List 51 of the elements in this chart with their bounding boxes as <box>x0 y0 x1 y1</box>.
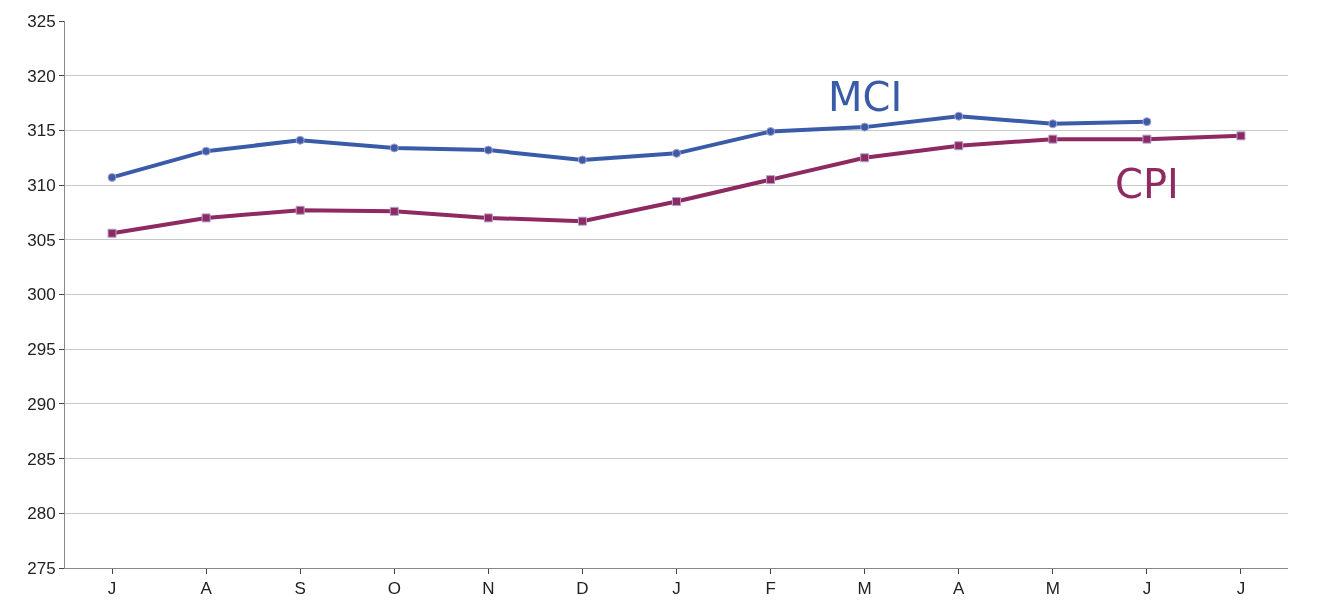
point <box>295 205 305 215</box>
x-tick-label: O <box>387 579 401 599</box>
point <box>954 141 964 151</box>
series-label: CPI <box>1115 161 1179 207</box>
point <box>1048 134 1058 144</box>
point <box>295 135 305 145</box>
point <box>1142 134 1152 144</box>
y-tick-label: 310 <box>27 176 56 196</box>
point <box>860 153 870 163</box>
x-tick-label: D <box>576 579 589 599</box>
point <box>107 228 117 238</box>
x-tick-label: M <box>857 579 872 599</box>
x-tick-label: M <box>1045 579 1060 599</box>
x-tick-label: J <box>107 579 117 599</box>
point <box>201 213 211 223</box>
point <box>577 155 587 165</box>
y-tick-label: 305 <box>27 230 56 250</box>
point <box>672 197 681 207</box>
series-label: MCI <box>828 74 903 120</box>
x-tick-label: A <box>953 579 966 599</box>
y-tick-label: 320 <box>27 66 56 86</box>
point <box>483 213 493 223</box>
point <box>1236 131 1246 141</box>
x-tick-label: F <box>765 579 776 599</box>
x-tick-label: A <box>200 579 213 599</box>
point <box>107 172 117 182</box>
point <box>672 148 681 158</box>
y-tick-label: 280 <box>27 504 56 524</box>
point <box>389 206 399 216</box>
y-tick-label: 315 <box>27 121 56 141</box>
x-tick-label: J <box>672 579 681 599</box>
point <box>1048 119 1058 129</box>
point <box>389 143 399 153</box>
point <box>766 175 776 185</box>
y-tick-label: 325 <box>27 11 56 31</box>
point <box>201 146 211 156</box>
x-tick-label: S <box>294 579 306 599</box>
point <box>860 122 870 132</box>
y-tick-label: 300 <box>27 285 56 305</box>
x-tick-label: N <box>482 579 495 599</box>
x-tick-label: J <box>1142 579 1152 599</box>
point <box>766 126 776 136</box>
x-tick-label: J <box>1236 579 1246 599</box>
point <box>1142 117 1152 127</box>
y-tick-label: 290 <box>27 394 56 414</box>
point <box>577 216 587 226</box>
point <box>954 111 964 121</box>
point <box>483 145 493 155</box>
y-tick-label: 275 <box>27 558 56 578</box>
y-tick-label: 295 <box>27 340 56 360</box>
y-tick-label: 285 <box>27 449 56 469</box>
